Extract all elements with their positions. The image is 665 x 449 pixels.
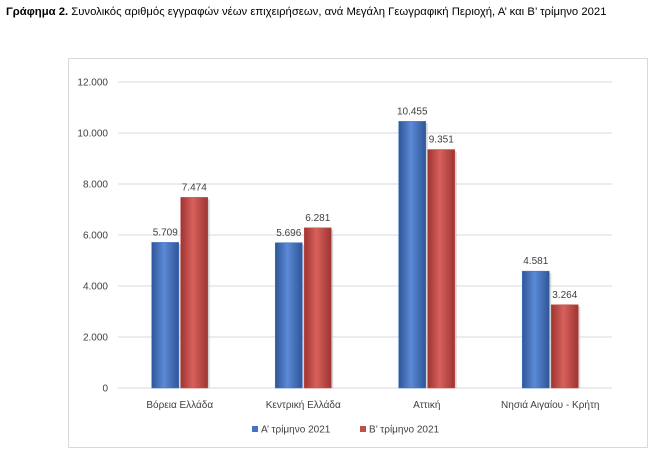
legend: Α’ τρίμηνο 2021 Β’ τρίμηνο 2021 (252, 424, 440, 436)
bar-series-b (180, 197, 209, 389)
bar-series-a (151, 242, 180, 389)
data-label: 4.581 (523, 256, 548, 267)
x-category-label: Κεντρική Ελλάδα (266, 399, 341, 411)
data-label: 10.455 (397, 106, 428, 117)
data-label: 6.281 (305, 213, 330, 224)
legend-label: Β’ τρίμηνο 2021 (369, 424, 440, 436)
x-category-label: Βόρεια Ελλάδα (146, 399, 213, 411)
data-labels: 5.709 7.474 5.696 6.281 10.455 9.351 4.581 3.26… (153, 106, 578, 300)
chart-frame (68, 58, 648, 448)
chart-title-text: Συνολικός αριθμός εγγραφών νέων επιχειρή… (68, 6, 607, 18)
data-label: 7.474 (182, 182, 207, 193)
y-tick-label: 10.000 (77, 129, 108, 140)
x-category-label: Νησιά Αιγαίου - Κρήτη (501, 399, 599, 411)
bars (151, 121, 581, 389)
legend-swatch-b (360, 426, 366, 432)
bar-series-b (427, 149, 456, 389)
chart-title: Γράφημα 2. Συνολικός αριθμός εγγραφών νέ… (6, 6, 606, 18)
bar-series-a (521, 270, 550, 389)
bar-series-a (274, 242, 303, 389)
x-axis-categories: Βόρεια Ελλάδα Κεντρική Ελλάδα Αττική Νησιά … (146, 399, 599, 411)
y-tick-label: 12.000 (77, 78, 108, 89)
y-tick-label: 4.000 (83, 282, 108, 293)
bar-series-a (398, 121, 427, 389)
data-label: 3.264 (552, 290, 577, 301)
y-tick-label: 2.000 (83, 333, 108, 344)
y-tick-label: 0 (102, 384, 108, 395)
data-label: 9.351 (429, 135, 454, 146)
data-label: 5.709 (153, 227, 178, 238)
data-label: 5.696 (276, 228, 301, 239)
x-category-label: Αττική (413, 399, 440, 411)
chart-title-prefix: Γράφημα 2. (6, 6, 69, 18)
bar-series-b (303, 227, 332, 389)
y-axis-ticks: 0 2.000 4.000 6.000 8.000 10.000 12.000 (77, 78, 108, 395)
legend-swatch-a (252, 426, 258, 432)
bar-series-b (550, 304, 579, 389)
y-tick-label: 8.000 (83, 180, 108, 191)
y-tick-label: 6.000 (83, 231, 108, 242)
legend-label: Α’ τρίμηνο 2021 (261, 424, 331, 436)
